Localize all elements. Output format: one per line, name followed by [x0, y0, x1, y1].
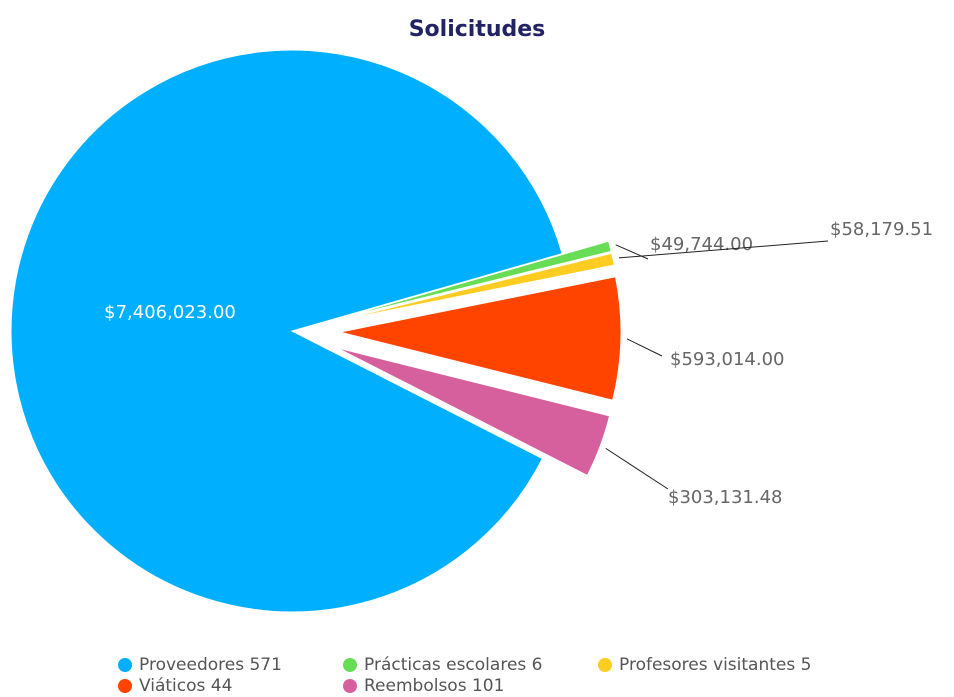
- legend-label: Prácticas escolares 6: [364, 655, 542, 675]
- legend-marker: [598, 658, 612, 672]
- legend-marker: [118, 679, 132, 693]
- pie-slice: [338, 252, 615, 322]
- connector: [605, 447, 669, 490]
- data-label: $58,179.51: [830, 219, 933, 240]
- legend-marker: [343, 658, 357, 672]
- legend-marker: [343, 679, 357, 693]
- legend-label: Reembolsos 101: [364, 676, 504, 696]
- legend-marker: [118, 658, 132, 672]
- connector: [615, 244, 649, 260]
- legend-label: Profesores visitantes 5: [619, 655, 811, 675]
- pie-slice: [338, 240, 612, 320]
- connector: [618, 240, 829, 259]
- chart-title: Solicitudes: [409, 17, 546, 42]
- legend-label: Viáticos 44: [139, 676, 232, 696]
- legend-label: Proveedores 571: [139, 655, 282, 675]
- pie-slice: [336, 347, 611, 477]
- data-label: $303,131.48: [668, 487, 783, 508]
- data-label: $593,014.00: [670, 349, 785, 370]
- data-label: $7,406,023.00: [104, 302, 236, 323]
- connector: [626, 338, 663, 357]
- pie-slice: [339, 276, 622, 401]
- pie-slice: [10, 49, 563, 613]
- data-label: $49,744.00: [650, 234, 753, 255]
